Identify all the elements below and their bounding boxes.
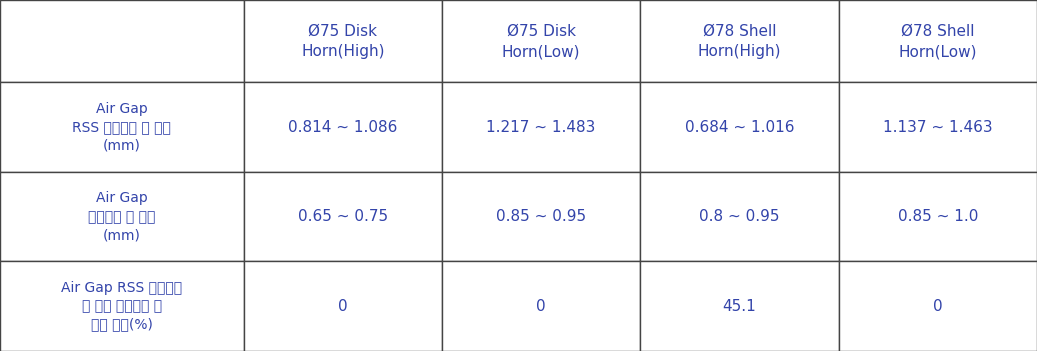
Bar xyxy=(0,261,244,351)
Bar xyxy=(442,82,641,172)
Text: 0: 0 xyxy=(536,299,546,314)
Bar xyxy=(244,261,442,351)
Bar xyxy=(0,82,244,172)
Bar xyxy=(244,0,442,82)
Text: 0: 0 xyxy=(338,299,347,314)
Text: Ø75 Disk
Horn(High): Ø75 Disk Horn(High) xyxy=(301,23,385,59)
Bar xyxy=(442,172,641,261)
Text: 0.684 ~ 1.016: 0.684 ~ 1.016 xyxy=(684,120,794,135)
Bar xyxy=(0,172,244,261)
Text: 0.85 ~ 1.0: 0.85 ~ 1.0 xyxy=(898,209,978,224)
Text: 0.65 ~ 0.75: 0.65 ~ 0.75 xyxy=(298,209,388,224)
Bar xyxy=(442,0,641,82)
Text: 1.137 ~ 1.463: 1.137 ~ 1.463 xyxy=(884,120,992,135)
Text: Air Gap
RSS 공차해석 값 범위
(mm): Air Gap RSS 공차해석 값 범위 (mm) xyxy=(73,102,171,153)
Bar xyxy=(641,261,839,351)
Text: Ø78 Shell
Horn(High): Ø78 Shell Horn(High) xyxy=(698,23,781,59)
Text: 1.217 ~ 1.483: 1.217 ~ 1.483 xyxy=(486,120,596,135)
Text: 45.1: 45.1 xyxy=(723,299,756,314)
Text: 0.8 ~ 0.95: 0.8 ~ 0.95 xyxy=(699,209,780,224)
Text: Air Gap
설계목표 값 범위
(mm): Air Gap 설계목표 값 범위 (mm) xyxy=(88,191,156,242)
Bar xyxy=(641,82,839,172)
Bar xyxy=(839,0,1037,82)
Text: 0: 0 xyxy=(933,299,943,314)
Text: 0.814 ~ 1.086: 0.814 ~ 1.086 xyxy=(288,120,397,135)
Bar xyxy=(442,261,641,351)
Bar xyxy=(839,261,1037,351)
Text: Ø78 Shell
Horn(Low): Ø78 Shell Horn(Low) xyxy=(899,23,977,59)
Text: Ø75 Disk
Horn(Low): Ø75 Disk Horn(Low) xyxy=(502,23,581,59)
Bar xyxy=(641,0,839,82)
Text: 0.85 ~ 0.95: 0.85 ~ 0.95 xyxy=(496,209,586,224)
Text: Air Gap RSS 공차해석
값 대비 설계목표 값
공유 비율(%): Air Gap RSS 공차해석 값 대비 설계목표 값 공유 비율(%) xyxy=(61,281,183,332)
Bar xyxy=(0,0,244,82)
Bar xyxy=(244,172,442,261)
Bar xyxy=(641,172,839,261)
Bar xyxy=(839,82,1037,172)
Bar xyxy=(839,172,1037,261)
Bar xyxy=(244,82,442,172)
